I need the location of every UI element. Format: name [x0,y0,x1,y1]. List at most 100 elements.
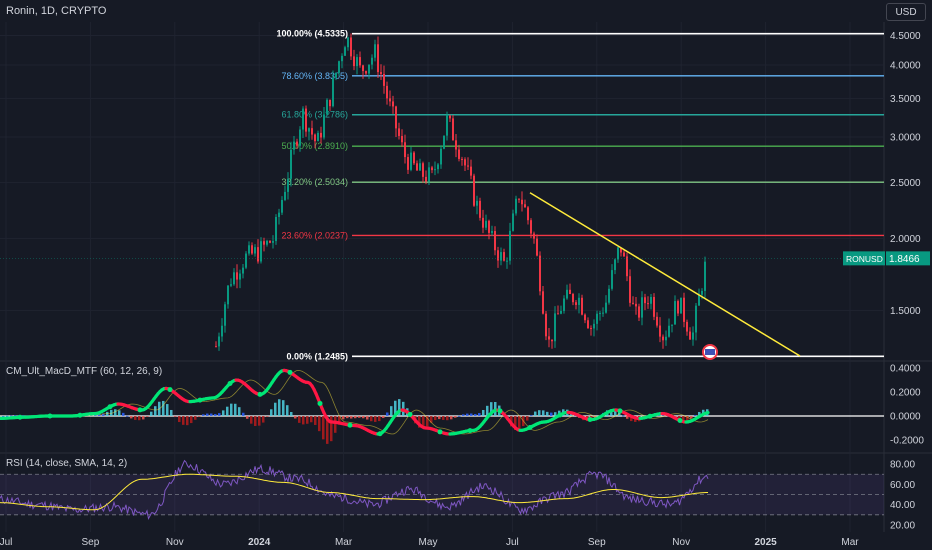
macd-histogram-bar [286,405,289,416]
macd-histogram-bar [610,409,613,416]
candle-body [347,37,349,48]
macd-histogram-bar [430,416,433,423]
currency-button[interactable]: USD [886,3,926,21]
price-tick-label: 1.5000 [890,306,921,317]
macd-histogram-bar [550,412,553,416]
candle-body [542,291,544,314]
macd-histogram-bar [146,416,149,417]
candle-body [269,240,271,243]
macd-histogram-bar [294,416,297,419]
candle-body [320,132,322,138]
candle-body [584,314,586,321]
candle-body [431,167,433,171]
candle-body [626,256,628,277]
candle-body [452,118,454,141]
macd-histogram-bar [306,416,309,424]
candle-body [389,98,391,102]
macd-histogram-bar [538,410,541,416]
candle-body [308,128,310,132]
candle-body [371,57,373,65]
macd-histogram-bar [266,416,269,417]
candle-body [617,247,619,260]
macd-cross-dot [287,369,293,375]
macd-histogram-bar [6,415,9,417]
macd-cross-dot [257,391,263,397]
macd-histogram-bar [382,416,385,419]
candle-body [635,303,637,307]
macd-histogram-bar [474,414,477,416]
macd-histogram-bar [134,416,137,420]
price-tick-label: 3.5000 [890,94,921,105]
macd-histogram-bar [282,400,285,416]
macd-histogram-bar [434,416,437,421]
macd-histogram-bar [394,400,397,416]
candle-body [470,166,472,176]
candle-body [284,191,286,200]
candle-body [599,313,601,315]
candle-body [488,220,490,233]
last-price-label: 1.8466 [889,254,920,265]
macd-histogram-bar [514,416,517,430]
macd-histogram-bar [346,416,349,419]
macd-histogram-bar [278,399,281,416]
macd-cross-dot [167,387,173,393]
candle-body [449,115,451,119]
macd-histogram-bar [98,414,101,416]
candle-body [272,241,274,243]
candle-body [398,128,400,136]
candle-body [545,313,547,337]
macd-histogram-bar [526,416,529,421]
macd-histogram-bar [254,416,257,426]
candle-body [518,198,520,200]
macd-histogram-bar [690,416,693,419]
candle-body [362,65,364,72]
candle-body [314,134,316,142]
macd-histogram-bar [466,413,469,416]
macd-histogram-bar [686,416,689,421]
candle-body [677,301,679,314]
macd-histogram-bar [450,416,453,420]
candle-body [446,115,448,136]
macd-histogram-bar [530,415,533,417]
candle-body [650,297,652,304]
macd-histogram-bar [262,416,265,423]
macd-tick-label: 0.2000 [890,388,921,399]
macd-histogram-bar [182,416,185,425]
candle-body [428,167,430,182]
macd-histogram-bar [534,411,537,416]
macd-histogram-bar [178,416,181,423]
candle-body [533,233,535,239]
candle-body [515,198,517,214]
macd-histogram-bar [378,416,381,422]
macd-histogram-bar [298,416,301,423]
macd-histogram-bar [518,416,521,430]
macd-histogram-bar [370,416,373,422]
candle-body [458,149,460,159]
price-tick-label: 2.0000 [890,234,921,245]
candle-body [491,231,493,233]
macd-histogram-bar [302,416,305,425]
candle-body [443,135,445,149]
macd-histogram-bar [154,406,157,416]
macd-histogram-bar [682,416,685,422]
candle-body [425,176,427,182]
chart-title: Ronin, 1D, CRYPTO [6,5,107,17]
candle-body [221,325,223,337]
candle-body [464,159,466,166]
candle-body [281,199,283,213]
candle-body [512,213,514,231]
candle-body [668,325,670,337]
macd-histogram-bar [438,416,441,420]
macd-histogram-bar [698,411,701,416]
macd-histogram-bar [614,409,617,416]
macd-histogram-bar [218,413,221,416]
macd-histogram-bar [442,416,445,420]
last-price-tag [886,251,930,266]
candle-body [278,212,280,217]
macd-histogram-bar [242,412,245,416]
candle-body [479,200,481,218]
macd-histogram-bar [250,416,253,424]
fib-level-label: 78.60% (3.8305) [281,71,348,81]
candle-body [305,108,307,132]
